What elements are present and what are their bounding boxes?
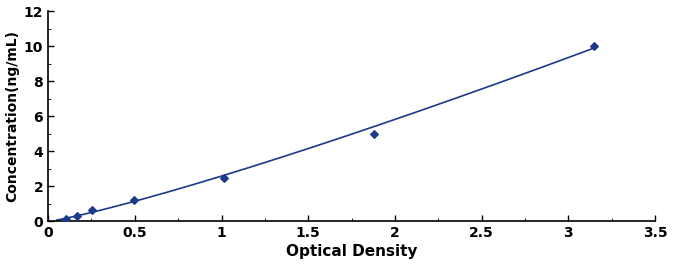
Y-axis label: Concentration(ng/mL): Concentration(ng/mL) [5,30,20,202]
X-axis label: Optical Density: Optical Density [286,244,417,259]
